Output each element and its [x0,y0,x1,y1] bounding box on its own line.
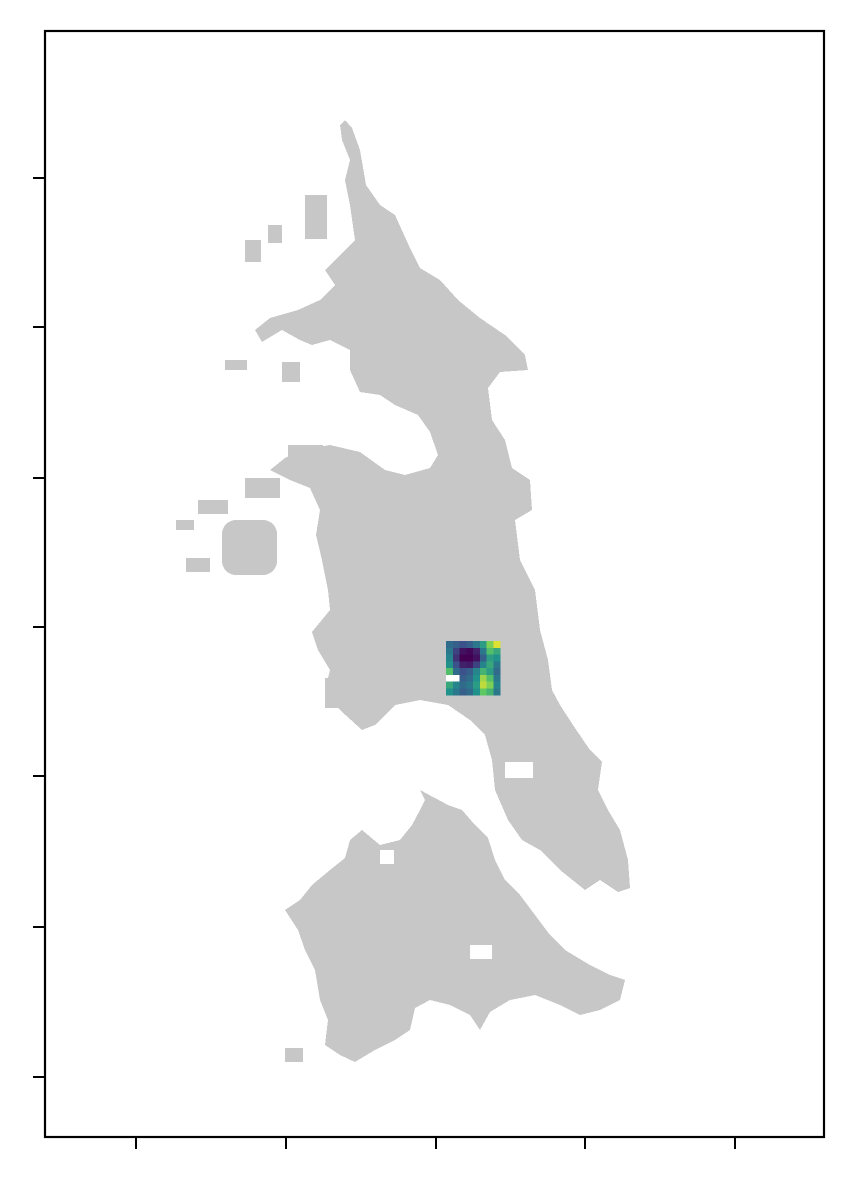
heat-cell [486,641,494,649]
inlets [380,762,533,959]
heat-cell [459,674,467,682]
island-east-small-1 [325,678,355,708]
heat-cell [446,668,454,676]
heat-cell [486,674,494,682]
heat-cell [452,674,460,682]
heat-cell [446,661,454,669]
island-west-small-5 [198,500,228,514]
heat-cell [446,688,454,696]
heat-cell [493,641,501,649]
heat-cell [473,681,481,689]
island-west-small-3 [225,360,247,370]
inlet-2 [470,945,492,959]
x-axis-ticks [135,1137,736,1149]
island-west-small-8 [245,240,261,262]
island-west-large [222,520,277,575]
island-west-small-11 [288,445,323,465]
heat-cell [446,681,454,689]
heat-cell [493,681,501,689]
heat-cell [459,681,467,689]
heat-cell [493,688,501,696]
heat-cell [493,674,501,682]
heat-cell [486,647,494,655]
heat-cell [493,647,501,655]
heat-cell [493,661,501,669]
heat-cell [459,688,467,696]
heat-cell [486,681,494,689]
heat-raster [446,641,501,696]
heat-cell [466,688,474,696]
inlet-3 [380,850,394,864]
heat-cell [466,681,474,689]
heat-cell [493,668,501,676]
island-west-small-2 [186,558,210,572]
heat-cell [459,647,467,655]
heat-cell [446,674,454,682]
heat-cell [479,647,487,655]
heat-cell [486,688,494,696]
heat-cell [466,661,474,669]
heat-cell [493,654,501,662]
heat-cell [459,661,467,669]
heat-cell [473,661,481,669]
heat-cell [452,681,460,689]
heat-cell [466,654,474,662]
heat-cell [459,641,467,649]
island-west-small-1 [176,520,194,530]
landmass-south [285,790,625,1062]
plot-frame [43,29,826,1139]
heat-cell [479,674,487,682]
heat-cell [479,641,487,649]
heat-cell [473,641,481,649]
heat-cell [479,661,487,669]
heat-cell [452,641,460,649]
y-axis-ticks [33,177,45,1078]
island-west-small-4 [282,362,300,382]
island-west-small-10 [305,195,327,239]
heat-cell [473,688,481,696]
heat-cell [466,641,474,649]
heat-cell [459,668,467,676]
heat-cell [486,668,494,676]
heat-cell [479,654,487,662]
heat-cell [452,647,460,655]
heat-cell [479,681,487,689]
heat-cell [466,668,474,676]
heat-cell [479,668,487,676]
island-west-small-7 [285,1048,303,1062]
heat-cell [473,647,481,655]
heat-cell [452,688,460,696]
heat-cell [446,654,454,662]
island-west-small-9 [268,225,282,243]
heat-cell [446,641,454,649]
heat-cell [452,661,460,669]
landmass [176,120,630,1062]
heat-cell [459,654,467,662]
heat-cell [486,654,494,662]
heat-cell [473,674,481,682]
heat-cell [479,688,487,696]
heat-cell [473,668,481,676]
island-west-small-6 [245,478,280,498]
inlet-1 [505,762,533,778]
heat-cell [466,674,474,682]
heat-cell [452,654,460,662]
heat-cell [473,654,481,662]
heat-cell [452,668,460,676]
heat-cell [446,647,454,655]
heat-cell [486,661,494,669]
heat-cell [466,647,474,655]
